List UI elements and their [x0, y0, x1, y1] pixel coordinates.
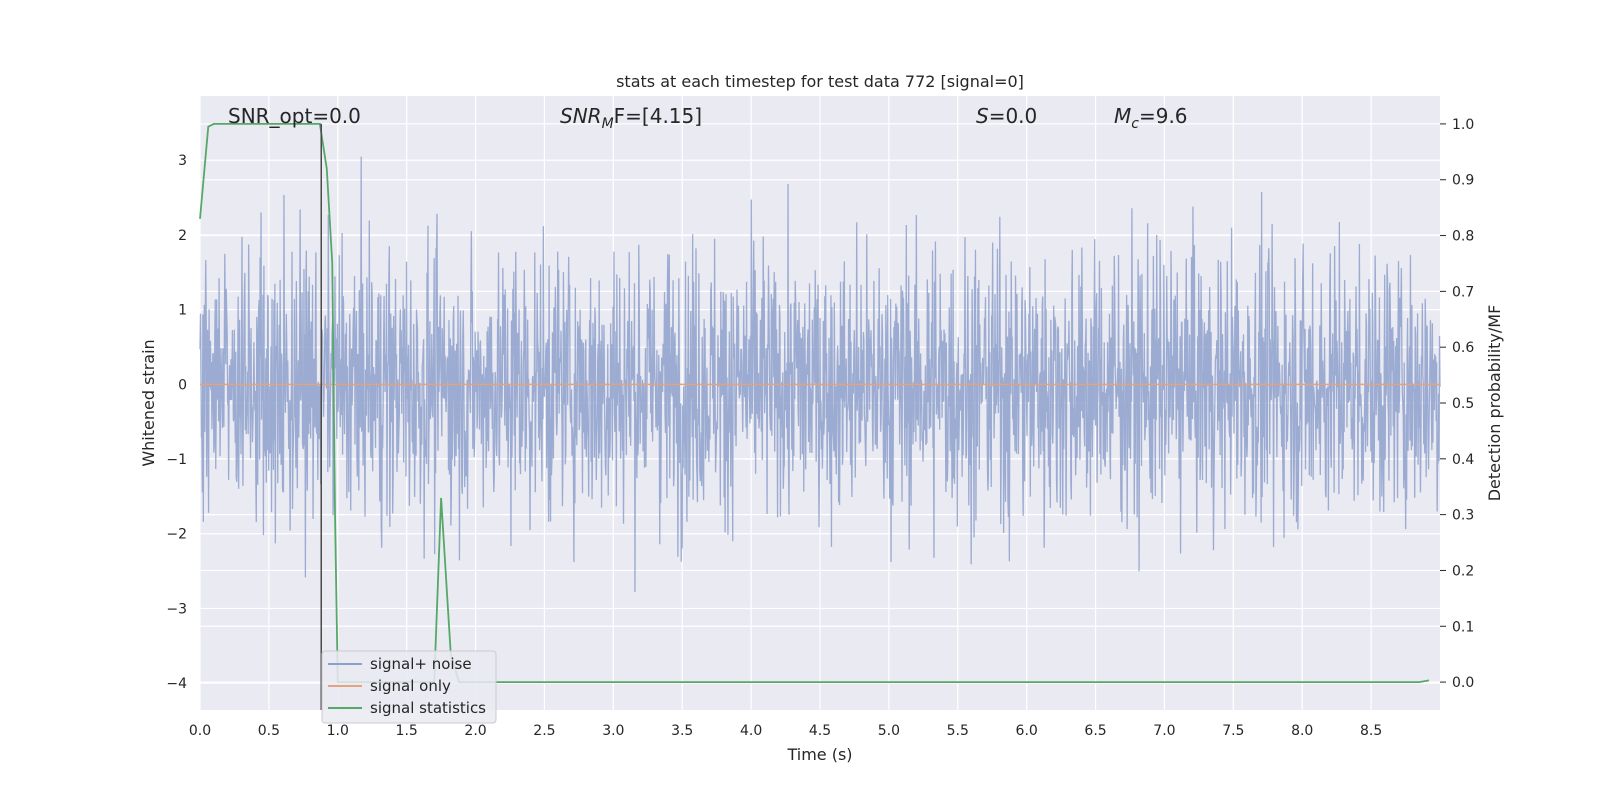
- legend-label-signal-noise: signal+ noise: [370, 655, 472, 673]
- y-tick-labels: 3 2 1 0 −1 −2 −3 −4: [166, 153, 187, 692]
- annotation-snr-mf: SNRMF=[4.15]: [560, 104, 702, 132]
- y2-tick-label: 0.9: [1452, 173, 1474, 189]
- y2-tick-label: 0.0: [1452, 675, 1474, 691]
- y2-tick-label: 0.8: [1452, 229, 1474, 245]
- x-tick-labels: 0.0 0.5 1.0 1.5 2.0 2.5 3.0 3.5 4.0 4.5 5.0 5.5 6.0 6…: [189, 723, 1382, 739]
- y-tick-label: 1: [178, 303, 187, 319]
- chart-title: stats at each timestep for test data 772…: [616, 72, 1024, 91]
- signal-noise-series: [199, 156, 1441, 593]
- x-tick-label: 0.0: [189, 723, 211, 739]
- x-tick-label: 2.0: [464, 723, 486, 739]
- y2-tick-label: 0.1: [1452, 619, 1474, 635]
- annotation-snr-opt: SNR_opt=0.0: [228, 104, 361, 128]
- annotation-s: S=0.0: [976, 104, 1037, 128]
- y-axis-label: Whitened strain: [139, 339, 158, 466]
- x-tick-label: 5.5: [947, 723, 969, 739]
- y2-tick-label: 0.7: [1452, 284, 1474, 300]
- y2-axis-label: Detection probability/MF: [1485, 305, 1504, 502]
- y-tick-label: 0: [178, 377, 187, 393]
- x-axis-label: Time (s): [786, 745, 852, 764]
- y2-tick-label: 0.2: [1452, 563, 1474, 579]
- y-tick-label: 2: [178, 228, 187, 244]
- x-tick-label: 8.0: [1291, 723, 1313, 739]
- y2-tick-label: 0.5: [1452, 396, 1474, 412]
- y2-tick-labels: 1.0 0.9 0.8 0.7 0.6 0.5 0.4 0.3 0.2 0.1 0.0: [1440, 117, 1474, 691]
- x-tick-label: 7.0: [1153, 723, 1175, 739]
- x-tick-label: 6.5: [1084, 723, 1106, 739]
- x-tick-label: 6.0: [1016, 723, 1038, 739]
- x-tick-label: 2.5: [533, 723, 555, 739]
- y-tick-label: −1: [166, 452, 187, 468]
- x-tick-label: 4.0: [740, 723, 762, 739]
- x-tick-label: 1.5: [396, 723, 418, 739]
- signal-noise-line: [199, 156, 1441, 593]
- legend: signal+ noise signal only signal statist…: [321, 650, 497, 724]
- x-tick-label: 7.5: [1222, 723, 1244, 739]
- y-tick-label: 3: [178, 153, 187, 169]
- annotation-mc: Mc=9.6: [1114, 104, 1188, 132]
- y-tick-label: −4: [166, 676, 187, 692]
- y-tick-label: −3: [166, 601, 187, 617]
- legend-box: [321, 650, 497, 724]
- y2-tick-label: 1.0: [1452, 117, 1474, 133]
- legend-label-signal-only: signal only: [370, 677, 451, 695]
- x-tick-label: 4.5: [809, 723, 831, 739]
- x-tick-label: 5.0: [878, 723, 900, 739]
- y-tick-label: −2: [166, 527, 187, 543]
- x-tick-label: 3.0: [602, 723, 624, 739]
- y2-tick-label: 0.3: [1452, 508, 1474, 524]
- legend-label-signal-statistics: signal statistics: [370, 699, 486, 717]
- x-tick-label: 8.5: [1360, 723, 1382, 739]
- y2-tick-label: 0.4: [1452, 452, 1474, 468]
- y2-tick-label: 0.6: [1452, 340, 1474, 356]
- x-tick-label: 3.5: [671, 723, 693, 739]
- x-tick-label: 0.5: [258, 723, 280, 739]
- x-tick-label: 1.0: [327, 723, 349, 739]
